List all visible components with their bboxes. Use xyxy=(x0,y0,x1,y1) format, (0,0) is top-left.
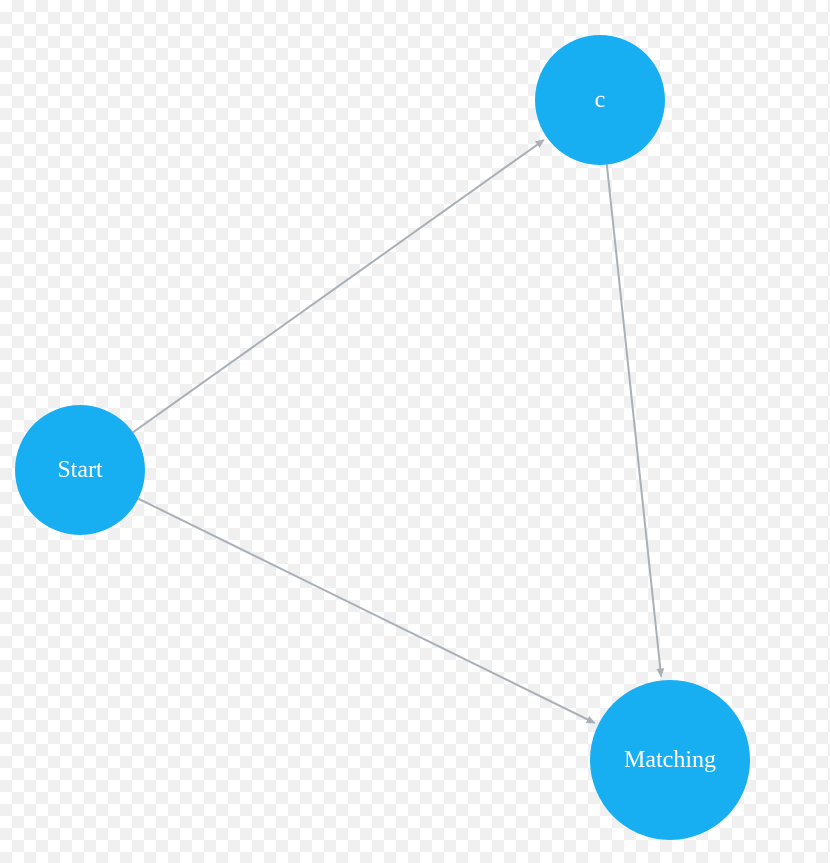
node-start: Start xyxy=(15,405,145,535)
nodes-layer: Start c Matching xyxy=(15,35,750,840)
node-label-c: c xyxy=(595,87,606,113)
node-matching: Matching xyxy=(590,680,750,840)
edge-start-to-matching xyxy=(138,499,594,723)
node-label-start: Start xyxy=(57,457,103,483)
graph-svg: Start c Matching xyxy=(0,0,830,863)
node-c: c xyxy=(535,35,665,165)
edges-layer xyxy=(133,140,661,723)
node-label-matching: Matching xyxy=(624,747,716,773)
edge-start-to-c xyxy=(133,140,544,432)
diagram-stage: Start c Matching xyxy=(0,0,830,863)
edge-c-to-matching xyxy=(607,165,661,677)
